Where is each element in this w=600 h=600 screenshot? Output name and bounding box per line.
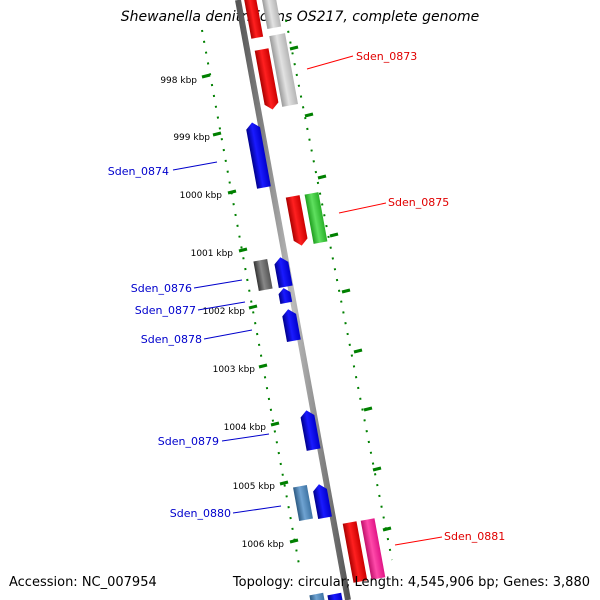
kbp-label: 1005 kbp xyxy=(233,482,276,492)
gene-top-lightgray[interactable] xyxy=(258,0,282,29)
kbp-tick-mark xyxy=(289,538,299,544)
kbp-tick-mark xyxy=(212,131,222,137)
kbp-tick-mark xyxy=(258,363,268,369)
gene-sden-0879[interactable] xyxy=(300,409,321,451)
gene-sden-0876-blue[interactable] xyxy=(273,256,293,289)
genome-backbone xyxy=(235,0,351,600)
gene-label-sden-0879[interactable]: Sden_0879 xyxy=(158,435,219,448)
gene-sden-0880-steelblue[interactable] xyxy=(293,485,313,521)
leader-line-sden-0877 xyxy=(197,301,246,311)
kbp-label: 1003 kbp xyxy=(213,365,256,375)
kbp-label: 1004 kbp xyxy=(224,423,267,433)
kbp-label: 998 kbp xyxy=(160,76,197,86)
leader-line-sden-0874 xyxy=(172,161,218,171)
leader-line-sden-0879 xyxy=(221,433,270,442)
leader-line-sden-0873 xyxy=(306,55,354,70)
genome-summary-text: Topology: circular; Length: 4,545,906 bp… xyxy=(232,575,590,590)
gene-sden-0873-lightgray[interactable] xyxy=(269,33,299,107)
gene-sden-0876-gray[interactable] xyxy=(253,258,273,292)
genome-title: Shewanella denitrificans OS217, complete… xyxy=(120,9,480,25)
gene-sden-0881-red[interactable] xyxy=(342,521,368,583)
kbp-label: 1001 kbp xyxy=(191,249,234,259)
gene-label-sden-0876[interactable]: Sden_0876 xyxy=(131,282,192,295)
gene-sden-0875-red[interactable] xyxy=(285,195,309,247)
kbp-tick-marks xyxy=(201,73,299,544)
gene-sden-0881-pink[interactable] xyxy=(360,518,386,580)
gene-sden-0877[interactable] xyxy=(278,287,293,304)
kbp-tick-mark xyxy=(279,480,289,486)
right-track-tick-marks xyxy=(289,45,392,532)
gene-label-sden-0878[interactable]: Sden_0878 xyxy=(141,333,202,346)
gene-label-sden-0880[interactable]: Sden_0880 xyxy=(170,507,231,520)
gene-label-sden-0874[interactable]: Sden_0874 xyxy=(108,165,169,178)
gene-sden-0874[interactable] xyxy=(245,121,271,189)
gene-label-sden-0881[interactable]: Sden_0881 xyxy=(444,530,505,543)
kbp-label: 999 kbp xyxy=(173,133,210,143)
accession-text: Accession: NC_007954 xyxy=(9,575,157,590)
gene-top-red[interactable] xyxy=(242,0,264,39)
leader-line-sden-0880 xyxy=(232,505,282,514)
gene-bottom-blue[interactable] xyxy=(327,592,343,600)
leader-line-sden-0878 xyxy=(203,329,253,340)
kbp-tick-mark xyxy=(201,73,211,79)
gene-bottom-steelblue[interactable] xyxy=(309,592,325,600)
right-dotted-track xyxy=(285,19,393,561)
kbp-tick-mark xyxy=(248,304,258,310)
kbp-tick-mark xyxy=(270,421,280,427)
gene-label-sden-0873[interactable]: Sden_0873 xyxy=(356,50,417,63)
leader-line-sden-0876 xyxy=(193,279,243,289)
kbp-label: 1006 kbp xyxy=(242,540,285,550)
kbp-tick-mark xyxy=(227,189,237,195)
gene-label-sden-0875[interactable]: Sden_0875 xyxy=(388,196,449,209)
gene-sden-0880-blue[interactable] xyxy=(312,483,332,519)
kbp-label: 1002 kbp xyxy=(203,307,246,317)
leader-line-sden-0875 xyxy=(338,202,387,214)
kbp-label: 1000 kbp xyxy=(180,191,223,201)
gene-sden-0873-red[interactable] xyxy=(254,48,280,111)
gene-sden-0875-green[interactable] xyxy=(304,192,328,244)
leader-line-sden-0881 xyxy=(394,536,443,546)
gene-label-sden-0877[interactable]: Sden_0877 xyxy=(135,304,196,317)
gene-sden-0878[interactable] xyxy=(281,308,301,343)
kbp-tick-mark xyxy=(238,247,248,253)
